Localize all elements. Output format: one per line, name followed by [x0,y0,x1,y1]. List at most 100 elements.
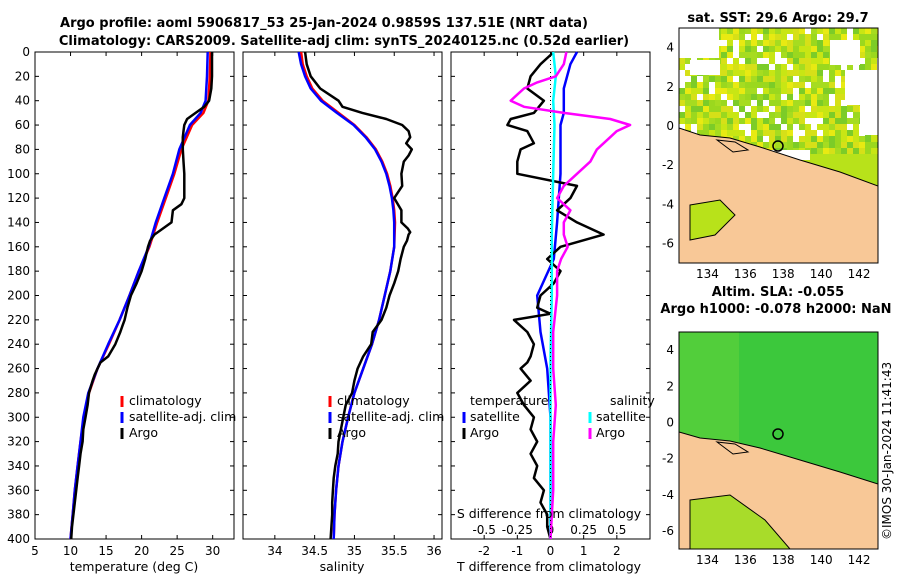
sst-cell [769,136,775,142]
sst-cell [739,88,745,94]
sst-cell [763,82,769,88]
sst-cell [769,100,775,106]
sst-cell [799,124,805,130]
sst-cell [727,40,733,46]
sst-cell [781,52,787,58]
map-lat-label: 0 [666,415,674,429]
sst-cell [697,112,703,118]
sst-cell [805,112,811,118]
sst-cell [841,70,847,76]
sla-map [679,332,878,549]
sst-cell [751,118,757,124]
sst-cell [679,58,685,64]
sst-cell [841,76,847,82]
sst-cell [769,28,775,34]
sst-cell [835,148,841,154]
sst-cell [847,136,853,142]
sst-cell [853,28,859,34]
sst-cell [775,142,781,148]
sst-cell [859,40,865,46]
sst-cell [805,40,811,46]
sst-cell [829,118,835,124]
sst-cell [793,136,799,142]
cloud-gap [679,28,719,58]
sst-cell [793,100,799,106]
sst-cell [739,100,745,106]
sst-cell [745,112,751,118]
sst-cell [727,28,733,34]
argo-position-marker [772,428,784,440]
sst-cell [745,106,751,112]
sst-cell [715,82,721,88]
x2-tick-label: 0.25 [570,523,597,537]
sst-cell [835,112,841,118]
sst-cell [859,52,865,58]
sst-cell [865,136,871,142]
sst-cell [685,118,691,124]
temperature-xlabel: temperature (deg C) [70,559,199,574]
sst-cell [829,76,835,82]
sst-cell [817,46,823,52]
sst-cell [721,112,727,118]
sst-cell [679,106,685,112]
sst-cell [841,142,847,148]
sst-cell [745,118,751,124]
sst-cell [835,94,841,100]
sst-cell [805,82,811,88]
sst-cell [853,34,859,40]
sst-cell [733,88,739,94]
sst-cell [685,112,691,118]
depth-tick-label: 140 [7,215,30,229]
sst-cell [775,28,781,34]
sst-cell [823,46,829,52]
sst-cell [757,106,763,112]
sst-cell [703,106,709,112]
sst-cell [769,64,775,70]
sst-cell [787,142,793,148]
map-lat-label: -6 [662,524,674,538]
sst-cell [679,88,685,94]
sst-cell [799,94,805,100]
sst-cell [787,34,793,40]
sst-cell [811,46,817,52]
sst-cell [823,64,829,70]
sst-cell [811,34,817,40]
sst-cell [721,124,727,130]
sst-cell [721,52,727,58]
sst-cell [793,94,799,100]
sst-cell [823,94,829,100]
sst-cell [775,118,781,124]
sst-cell [829,100,835,106]
sst-cell [787,124,793,130]
sst-cell [847,130,853,136]
axes-ticks: 0204060801001201401601802002202402602803… [7,41,870,567]
sst-cell [799,88,805,94]
temperature-legend: climatology satellite-adj. clim Argo [120,393,236,440]
island [715,139,750,153]
sst-cell [805,106,811,112]
sst-cell [727,58,733,64]
sst-cell [805,124,811,130]
sst-cell [769,88,775,94]
x-tick-label: 35.5 [381,544,408,558]
sst-cell [865,46,871,52]
sst-cell [805,70,811,76]
sst-cell [871,142,877,148]
sst-cell [781,124,787,130]
sst-cell [691,124,697,130]
sst-cell [829,82,835,88]
sst-cell [787,76,793,82]
cloud-gap [860,105,878,135]
sst-cell [781,88,787,94]
sst-cell [757,136,763,142]
sst-cell [823,82,829,88]
sst-cell [745,94,751,100]
sst-cell [817,70,823,76]
sst-cell [697,94,703,100]
sst-cell [757,76,763,82]
depth-tick-label: 120 [7,191,30,205]
legend-header-salinity: salinity [610,393,655,408]
sst-cell [727,88,733,94]
sst-cell [823,58,829,64]
sst-cell [715,130,721,136]
